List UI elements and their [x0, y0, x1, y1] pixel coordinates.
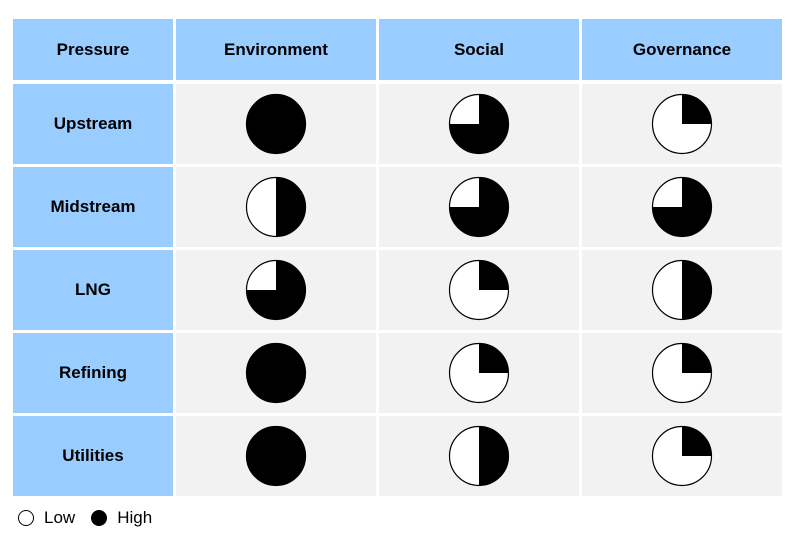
- row-label: Midstream: [50, 197, 136, 216]
- ball-fill: [276, 177, 306, 237]
- header-label: Social: [453, 39, 505, 59]
- row-label: Refining: [59, 363, 127, 382]
- cell-midstream-governance: [582, 167, 782, 247]
- harvey-ball-lng-environment: [245, 259, 307, 321]
- legend-label-low: Low: [44, 508, 76, 527]
- row-label: LNG: [75, 280, 111, 299]
- harvey-ball-utilities-social: [448, 425, 510, 487]
- cell-utilities-environment: [176, 416, 376, 496]
- cell-upstream-governance: [582, 84, 782, 164]
- harvey-ball-lng-social: [448, 259, 510, 321]
- cell-midstream-social: [379, 167, 579, 247]
- header-label: Governance: [632, 39, 732, 59]
- ball-fill: [682, 94, 712, 124]
- header-social: Social: [379, 19, 579, 80]
- harvey-ball-refining-environment: [245, 342, 307, 404]
- legend: Low High: [18, 507, 168, 529]
- ball-outline: [245, 342, 307, 404]
- row-header-utilities: Utilities: [13, 416, 173, 496]
- ball-fill: [479, 260, 509, 290]
- row-header-lng: LNG: [13, 250, 173, 330]
- harvey-ball-midstream-social: [448, 176, 510, 238]
- cell-utilities-governance: [582, 416, 782, 496]
- harvey-ball-upstream-social: [448, 93, 510, 155]
- harvey-ball-upstream-environment: [245, 93, 307, 155]
- ball-outline: [245, 93, 307, 155]
- row-header-refining: Refining: [13, 333, 173, 413]
- ball-fill: [246, 260, 306, 320]
- cell-lng-social: [379, 250, 579, 330]
- ball-fill: [479, 343, 509, 373]
- cell-lng-environment: [176, 250, 376, 330]
- ball-fill: [449, 177, 509, 237]
- harvey-ball-utilities-governance: [651, 425, 713, 487]
- harvey-ball-refining-governance: [651, 342, 713, 404]
- header-label: Environment: [224, 39, 328, 59]
- legend-label-high: High: [117, 508, 153, 527]
- ball-fill: [682, 260, 712, 320]
- cell-utilities-social: [379, 416, 579, 496]
- header-label: Pressure: [56, 39, 130, 59]
- harvey-ball-lng-governance: [651, 259, 713, 321]
- harvey-ball-upstream-governance: [651, 93, 713, 155]
- header-environment: Environment: [176, 19, 376, 80]
- row-label: Upstream: [53, 114, 133, 133]
- harvey-ball-utilities-environment: [245, 425, 307, 487]
- cell-refining-governance: [582, 333, 782, 413]
- cell-refining-environment: [176, 333, 376, 413]
- high-circle-icon: [91, 510, 108, 526]
- cell-upstream-environment: [176, 84, 376, 164]
- harvey-ball-midstream-governance: [651, 176, 713, 238]
- ball-fill: [682, 343, 712, 373]
- ball-fill: [652, 177, 712, 237]
- ball-fill: [449, 94, 509, 154]
- low-circle-icon: [18, 510, 34, 526]
- row-label: Utilities: [62, 446, 124, 465]
- legend-item-low: Low: [18, 508, 75, 528]
- cell-refining-social: [379, 333, 579, 413]
- ball-outline: [245, 425, 307, 487]
- harvey-ball-midstream-environment: [245, 176, 307, 238]
- ball-fill: [682, 426, 712, 456]
- ball-fill: [479, 426, 509, 486]
- cell-upstream-social: [379, 84, 579, 164]
- row-header-midstream: Midstream: [13, 167, 173, 247]
- header-governance: Governance: [582, 19, 782, 80]
- legend-item-high: High: [91, 508, 152, 528]
- cell-midstream-environment: [176, 167, 376, 247]
- cell-lng-governance: [582, 250, 782, 330]
- row-header-upstream: Upstream: [13, 84, 173, 164]
- harvey-ball-refining-social: [448, 342, 510, 404]
- header-pressure: Pressure: [13, 19, 173, 80]
